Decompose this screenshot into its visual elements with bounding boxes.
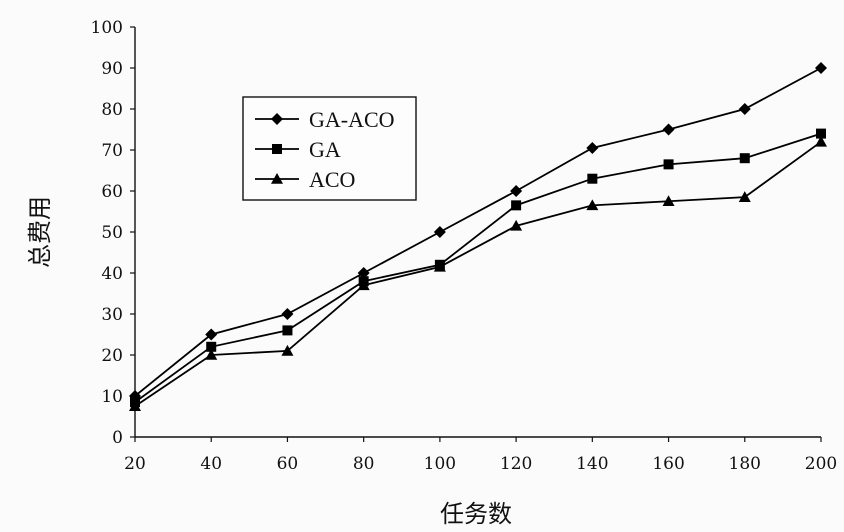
y-axis-title: 总费用 (26, 196, 54, 268)
data-point-aco (129, 400, 141, 412)
x-tick-label: 160 (652, 454, 684, 474)
x-tick-label: 100 (424, 454, 456, 474)
y-tick-label: 10 (101, 387, 123, 407)
data-point-aco (586, 199, 599, 211)
series-aco (129, 135, 827, 412)
x-tick-label: 80 (353, 454, 375, 474)
data-point-ga-aco (586, 141, 599, 154)
x-tick-label: 60 (277, 454, 299, 474)
data-point-ga (663, 159, 674, 170)
y-tick-label: 80 (101, 100, 123, 120)
data-point-ga-aco (815, 62, 827, 74)
data-point-ga-aco (433, 226, 446, 238)
data-point-aco (510, 219, 523, 231)
legend-label-aco: ACO (309, 167, 355, 192)
data-point-ga (282, 325, 293, 336)
data-point-ga-aco (205, 328, 218, 341)
data-point-ga (739, 153, 750, 164)
y-tick-label: 60 (101, 182, 123, 202)
x-tick-label: 140 (576, 454, 608, 474)
axes (130, 26, 822, 442)
series-layer (129, 62, 827, 412)
x-tick-label: 180 (729, 454, 761, 474)
x-tick-label: 40 (200, 454, 222, 474)
legend-label-ga-aco: GA-ACO (309, 107, 395, 132)
series-line-ga-aco (134, 67, 822, 397)
y-tick-label: 0 (112, 428, 123, 448)
data-point-ga-aco (738, 103, 751, 115)
data-point-ga-aco (510, 185, 523, 197)
legend: GA-ACO GA ACO (242, 96, 417, 201)
legend-marker-ga (272, 144, 282, 154)
y-tick-label: 50 (101, 223, 123, 243)
legend-marker-aco (271, 173, 283, 184)
legend-marker-ga-aco (271, 113, 283, 125)
x-axis-title: 任务数 (440, 500, 512, 528)
data-point-aco (205, 349, 218, 360)
y-tick-label: 90 (101, 59, 123, 79)
data-point-ga (206, 341, 217, 352)
x-tick-label: 200 (805, 454, 837, 474)
data-point-ga (587, 173, 598, 184)
data-point-aco (815, 135, 827, 147)
x-tick-label: 120 (500, 454, 532, 474)
x-tick-label: 20 (124, 454, 146, 474)
legend-label-ga: GA (309, 137, 341, 162)
data-point-ga (511, 200, 522, 211)
data-point-ga-aco (281, 308, 294, 320)
data-point-ga-aco (357, 267, 370, 279)
y-tick-label: 100 (91, 18, 123, 38)
series-line-ga (134, 132, 822, 403)
data-point-aco (662, 195, 675, 207)
data-point-aco (357, 279, 370, 291)
series-line-aco (134, 141, 822, 407)
y-tick-label: 70 (101, 141, 123, 161)
data-point-aco (281, 344, 294, 356)
y-tick-label: 30 (101, 305, 123, 325)
y-tick-label: 40 (101, 264, 123, 284)
tick-labels: 0 10 20 30 40 50 60 70 80 90 100 20 40 60 80 100 120 140 1… (91, 18, 838, 474)
data-point-aco (433, 260, 446, 272)
data-point-ga (816, 128, 826, 139)
data-point-ga-aco (662, 123, 675, 136)
series-ga-aco (129, 62, 827, 402)
y-tick-label: 20 (101, 346, 123, 366)
series-ga (130, 128, 826, 408)
data-point-aco (738, 191, 751, 202)
